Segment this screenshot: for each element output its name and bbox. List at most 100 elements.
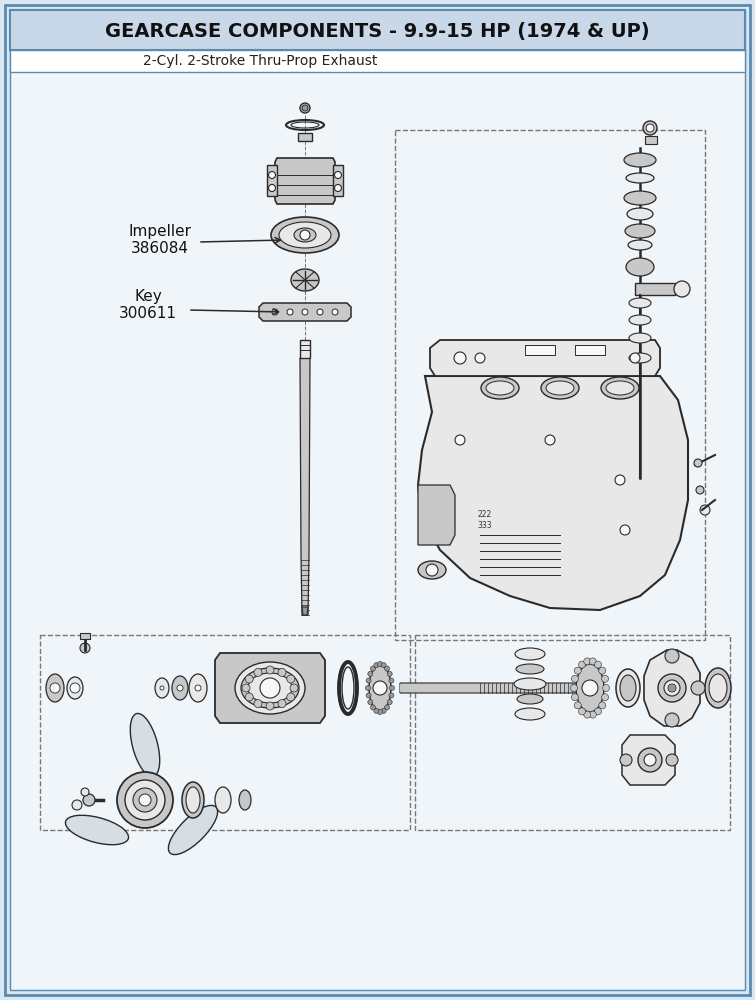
Circle shape — [615, 475, 625, 485]
Circle shape — [371, 705, 375, 710]
Circle shape — [571, 684, 578, 692]
Circle shape — [584, 658, 590, 665]
Ellipse shape — [627, 208, 653, 220]
Circle shape — [572, 675, 578, 682]
Ellipse shape — [486, 381, 514, 395]
Ellipse shape — [481, 377, 519, 399]
Ellipse shape — [620, 675, 636, 701]
Circle shape — [365, 686, 371, 690]
Circle shape — [590, 711, 596, 718]
Bar — [40, 635, 410, 830]
Circle shape — [368, 700, 373, 705]
Circle shape — [287, 693, 294, 701]
Ellipse shape — [601, 377, 639, 399]
Ellipse shape — [709, 674, 727, 702]
Text: 2-Cyl. 2-Stroke Thru-Prop Exhaust: 2-Cyl. 2-Stroke Thru-Prop Exhaust — [143, 54, 378, 68]
Circle shape — [666, 754, 678, 766]
Circle shape — [269, 184, 276, 192]
Polygon shape — [644, 650, 700, 726]
Circle shape — [378, 662, 383, 666]
Circle shape — [371, 666, 375, 671]
Ellipse shape — [629, 333, 651, 343]
Ellipse shape — [131, 713, 160, 777]
Circle shape — [594, 708, 602, 715]
Polygon shape — [418, 376, 688, 610]
Circle shape — [602, 684, 609, 692]
Circle shape — [302, 105, 308, 111]
Circle shape — [387, 700, 392, 705]
Polygon shape — [275, 158, 335, 204]
Circle shape — [70, 683, 80, 693]
Circle shape — [578, 661, 585, 668]
Bar — [10, 50, 745, 72]
Ellipse shape — [629, 315, 651, 325]
Ellipse shape — [606, 381, 634, 395]
Bar — [298, 133, 312, 141]
Circle shape — [72, 800, 82, 810]
Ellipse shape — [46, 674, 64, 702]
Ellipse shape — [626, 258, 654, 276]
Circle shape — [594, 661, 602, 668]
Circle shape — [254, 700, 262, 708]
Circle shape — [245, 675, 253, 683]
Ellipse shape — [189, 674, 207, 702]
Circle shape — [694, 459, 702, 467]
Ellipse shape — [271, 217, 339, 253]
Circle shape — [426, 564, 438, 576]
Circle shape — [454, 352, 466, 364]
Polygon shape — [430, 340, 660, 376]
Circle shape — [584, 711, 590, 718]
Circle shape — [638, 748, 662, 772]
Ellipse shape — [629, 298, 651, 308]
Circle shape — [139, 794, 151, 806]
Circle shape — [668, 684, 676, 692]
Circle shape — [602, 675, 609, 682]
Ellipse shape — [235, 662, 305, 714]
Bar — [415, 635, 730, 830]
Polygon shape — [400, 684, 480, 692]
Circle shape — [572, 694, 578, 701]
Ellipse shape — [514, 678, 546, 690]
Circle shape — [366, 693, 371, 698]
Circle shape — [242, 684, 250, 692]
Bar — [635, 283, 675, 295]
Ellipse shape — [66, 815, 128, 845]
Circle shape — [378, 710, 383, 714]
Ellipse shape — [705, 668, 731, 708]
Polygon shape — [418, 485, 455, 545]
Circle shape — [646, 124, 654, 132]
Circle shape — [381, 663, 387, 668]
Circle shape — [665, 713, 679, 727]
Circle shape — [302, 309, 308, 315]
Circle shape — [125, 780, 165, 820]
Circle shape — [300, 230, 310, 240]
Bar — [300, 340, 310, 358]
Ellipse shape — [186, 787, 200, 813]
Circle shape — [374, 708, 379, 713]
Bar — [525, 345, 555, 355]
Circle shape — [455, 435, 465, 445]
Bar — [80, 633, 90, 639]
Ellipse shape — [291, 269, 319, 291]
Polygon shape — [400, 683, 600, 693]
Ellipse shape — [239, 790, 251, 810]
Ellipse shape — [67, 677, 83, 699]
Circle shape — [260, 678, 280, 698]
Circle shape — [691, 681, 705, 695]
Circle shape — [177, 685, 183, 691]
Circle shape — [278, 700, 286, 708]
Ellipse shape — [516, 664, 544, 674]
Circle shape — [545, 435, 555, 445]
Circle shape — [300, 103, 310, 113]
Ellipse shape — [515, 648, 545, 660]
Ellipse shape — [626, 173, 654, 183]
Ellipse shape — [168, 805, 217, 855]
Circle shape — [658, 674, 686, 702]
Circle shape — [665, 649, 679, 663]
Bar — [10, 10, 745, 50]
Circle shape — [83, 794, 95, 806]
Circle shape — [384, 666, 390, 671]
Circle shape — [696, 486, 704, 494]
Circle shape — [160, 686, 164, 690]
Circle shape — [374, 663, 379, 668]
